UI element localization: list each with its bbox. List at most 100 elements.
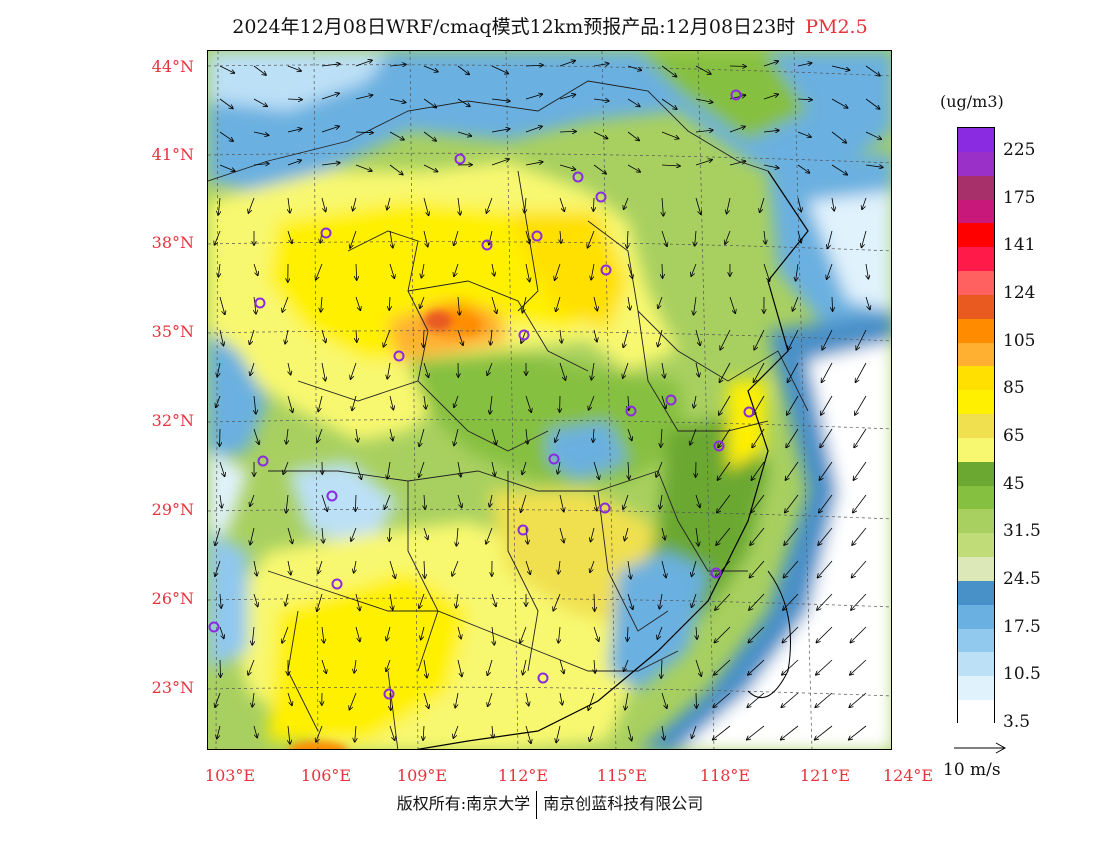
lat-label-23: 23°N	[151, 678, 194, 697]
wind-vector	[751, 461, 765, 480]
wind-vector	[457, 131, 471, 136]
wind-vector	[691, 263, 697, 276]
wind-vector	[594, 659, 595, 673]
wind-vector	[452, 560, 459, 576]
wind-vector	[558, 626, 560, 643]
wind-vector	[865, 165, 883, 167]
wind-vector	[593, 626, 599, 641]
wind-vector	[696, 692, 697, 708]
wind-vector	[822, 362, 833, 382]
wind-vector	[389, 395, 393, 410]
footer-right: 南京创蓝科技有限公司	[543, 794, 704, 813]
wind-vector	[490, 329, 492, 345]
wind-vector	[559, 197, 564, 211]
wind-vector	[356, 428, 358, 442]
wind-vector	[851, 593, 867, 610]
wind-vector	[660, 494, 662, 509]
wind-vector	[661, 165, 680, 166]
wind-vector	[219, 131, 233, 141]
wind-vector	[218, 197, 220, 215]
wind-vector	[658, 296, 663, 308]
wind-vector	[525, 65, 543, 66]
wind-vector	[627, 263, 633, 278]
wind-vector	[215, 560, 221, 576]
wind-vector	[219, 626, 224, 638]
wind-vector	[421, 263, 424, 278]
wind-vector	[865, 131, 881, 139]
wind-vectors	[215, 60, 883, 744]
wind-vector	[321, 494, 327, 511]
wind-vector	[288, 362, 291, 375]
wind-vector	[729, 161, 746, 166]
wind-vector	[559, 61, 575, 67]
wind-vector	[750, 527, 765, 545]
wind-vector	[526, 428, 528, 444]
lon-label-121: 121°E	[799, 766, 851, 785]
wind-vector	[786, 428, 799, 448]
wind-vector	[624, 197, 629, 209]
wind-vector	[423, 692, 429, 708]
colorbar-label: 124	[1003, 282, 1036, 303]
wind-vector	[553, 593, 561, 611]
wind-vector	[729, 296, 735, 313]
wind-vector	[797, 230, 801, 243]
wind-vector	[317, 593, 323, 611]
lat-label-35: 35°N	[151, 322, 194, 341]
colorbar-label: 17.5	[1003, 616, 1041, 637]
wind-vector	[819, 461, 833, 480]
wind-vector	[713, 725, 731, 740]
wind-vector	[525, 126, 542, 133]
wind-vector	[627, 164, 640, 172]
wind-vector	[317, 428, 323, 442]
wind-vector	[389, 263, 394, 278]
wind-vector	[720, 362, 731, 382]
wind-vector	[831, 131, 846, 143]
wind-vector	[820, 428, 833, 448]
wind-vector	[555, 263, 561, 280]
wind-vector	[865, 98, 880, 109]
colorbar-block	[958, 509, 994, 534]
wind-vector	[817, 593, 833, 610]
wind-vector	[390, 428, 393, 441]
colorbar-unit: (ug/m3)	[940, 92, 1004, 111]
lat-label-26: 26°N	[151, 589, 194, 608]
wind-vector	[219, 461, 225, 476]
wind-vector	[454, 230, 459, 245]
colorbar-label: 10.5	[1003, 664, 1041, 685]
wind-vector	[656, 461, 663, 477]
wind-vector	[797, 197, 801, 212]
wind-vector	[854, 428, 867, 448]
wind-vector	[763, 130, 779, 132]
wind-vector	[522, 296, 527, 313]
wind-vector	[521, 494, 527, 512]
wind-vector	[662, 197, 663, 216]
colorbar-block	[958, 580, 994, 606]
title-pollutant: PM2.5	[805, 16, 868, 38]
wind-vector	[627, 230, 628, 248]
wind-vector	[389, 593, 393, 610]
wind-vector	[219, 329, 224, 346]
wind-vector	[321, 197, 326, 212]
wind-vector	[555, 428, 561, 442]
wind-vector	[853, 494, 867, 513]
wind-vector	[217, 362, 221, 377]
wind-vector	[695, 494, 700, 507]
wind-vector	[787, 395, 799, 415]
wind-vector	[220, 593, 221, 608]
wind-vector	[784, 560, 799, 578]
wind-vector	[215, 527, 221, 545]
wind-vector	[591, 263, 595, 280]
wind-vector	[623, 362, 629, 378]
wind-vector	[318, 560, 323, 573]
wind-vector	[588, 692, 595, 710]
wind-vector	[424, 560, 425, 578]
wind-vector	[815, 725, 833, 740]
wind-vector	[747, 692, 765, 707]
wind-vector	[520, 626, 527, 643]
wind-vector	[559, 494, 564, 512]
colorbar-block	[958, 128, 994, 153]
wind-vector	[661, 692, 667, 708]
wind-vector	[389, 64, 406, 66]
wind-vector	[321, 296, 322, 312]
colorbar-block	[958, 533, 994, 558]
